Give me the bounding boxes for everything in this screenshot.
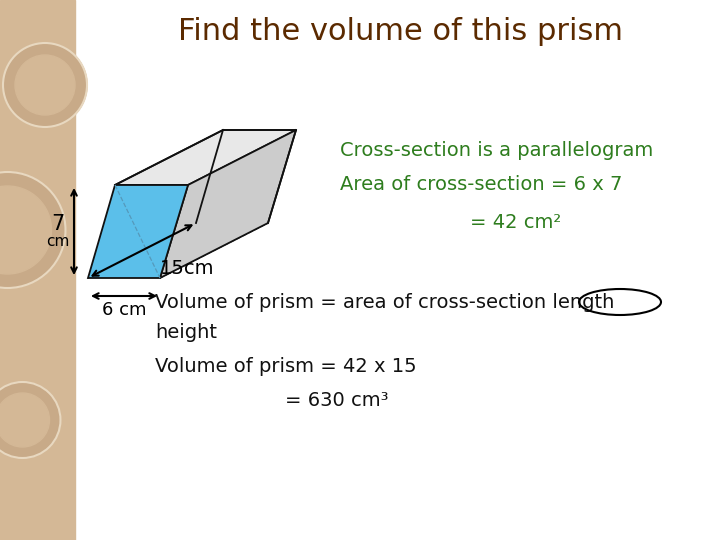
Bar: [0, 0, 75, 540]
Polygon shape: [88, 185, 188, 278]
Circle shape: [0, 382, 60, 458]
Circle shape: [0, 186, 52, 274]
Text: Volume of prism = area of cross-section length: Volume of prism = area of cross-section …: [155, 293, 614, 312]
Text: cm: cm: [46, 234, 70, 249]
Text: 15cm: 15cm: [160, 259, 215, 278]
Text: = 630 cm³: = 630 cm³: [285, 390, 389, 409]
Circle shape: [0, 172, 66, 288]
Polygon shape: [115, 130, 296, 185]
Polygon shape: [160, 130, 296, 278]
Text: Find the volume of this prism: Find the volume of this prism: [178, 17, 623, 46]
Text: 6 cm: 6 cm: [102, 301, 146, 319]
Circle shape: [0, 393, 50, 447]
Circle shape: [3, 43, 87, 127]
Text: Area of cross-section = 6 x 7: Area of cross-section = 6 x 7: [340, 176, 622, 194]
Text: 7: 7: [51, 213, 65, 233]
Text: Volume of prism = 42 x 15: Volume of prism = 42 x 15: [155, 357, 417, 376]
Text: Cross-section is a parallelogram: Cross-section is a parallelogram: [340, 140, 653, 159]
Text: height: height: [155, 322, 217, 341]
Text: = 42 cm²: = 42 cm²: [470, 213, 562, 232]
Circle shape: [15, 55, 75, 115]
